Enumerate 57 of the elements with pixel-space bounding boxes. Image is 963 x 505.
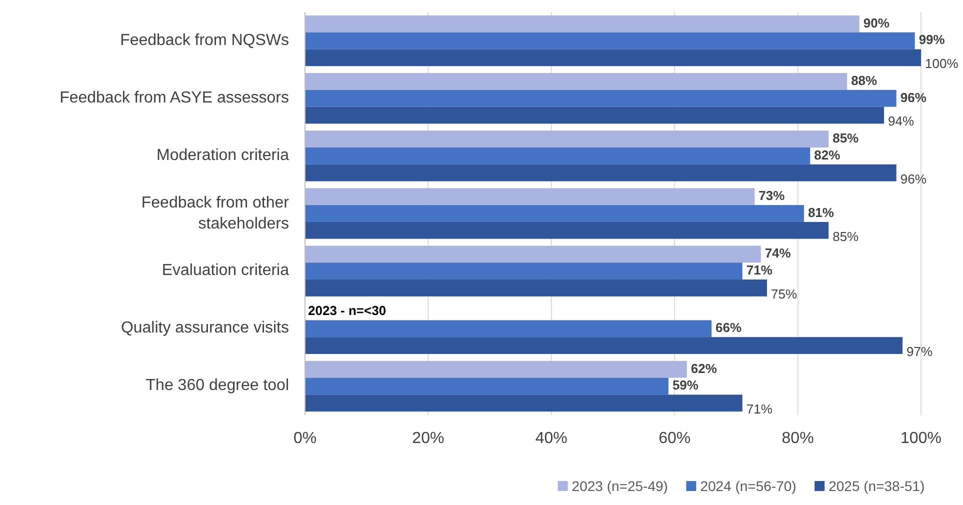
data-label: 85% <box>832 130 860 146</box>
data-label: 94% <box>888 114 914 129</box>
data-label: 88% <box>851 72 878 88</box>
y-tick-label: Feedback from other stakeholders <box>141 194 290 233</box>
bar <box>305 106 884 124</box>
bar <box>305 147 810 164</box>
y-tick-label: Feedback from NQSWs <box>120 32 289 50</box>
data-label: 74% <box>764 246 792 261</box>
legend-label: 2023 (n=25-49) <box>572 478 668 494</box>
bar <box>305 337 903 354</box>
data-label: 81% <box>808 204 834 220</box>
legend-label: 2024 (n=56-70) <box>700 478 796 494</box>
y-tick-label: Evaluation criteria <box>162 262 290 280</box>
x-tick-label: 100% <box>900 430 942 447</box>
x-tick-label: 80% <box>782 430 814 447</box>
data-label: 90% <box>863 15 890 30</box>
bar <box>305 378 668 395</box>
bar <box>305 262 742 280</box>
x-tick-label: 20% <box>412 430 444 447</box>
x-tick-label: 40% <box>535 430 568 447</box>
bar <box>305 280 767 296</box>
bar <box>305 246 761 263</box>
bar <box>305 394 742 412</box>
bar <box>305 90 896 107</box>
data-label: 62% <box>690 360 718 376</box>
y-tick-label: Quality assurance visits <box>120 320 289 337</box>
bar <box>305 188 755 206</box>
data-label: 66% <box>716 320 742 336</box>
x-tick-label: 60% <box>658 430 691 447</box>
bar <box>305 222 829 239</box>
data-label: 100% <box>925 56 959 72</box>
y-tick-label: The 360 degree tool <box>146 377 289 394</box>
bar <box>305 130 829 148</box>
data-label: 75% <box>771 286 798 302</box>
bar <box>305 360 687 378</box>
data-label: 71% <box>746 262 773 278</box>
data-label: 71% <box>746 402 773 417</box>
data-label: 97% <box>906 344 933 359</box>
bar <box>305 205 804 222</box>
data-label: 99% <box>918 32 946 48</box>
annotation: 2023 - n=<30 <box>308 303 386 318</box>
bar <box>305 32 915 50</box>
data-label: 73% <box>758 188 786 204</box>
bar <box>305 73 848 90</box>
data-label: 85% <box>832 228 860 244</box>
y-tick-label: Feedback from ASYE assessors <box>60 90 289 107</box>
bar <box>305 49 921 66</box>
bar <box>305 320 712 338</box>
data-label: 96% <box>900 171 927 186</box>
data-label: 96% <box>900 90 927 105</box>
legend-label: 2025 (n=38-51) <box>828 478 925 494</box>
data-label: 59% <box>672 378 699 393</box>
bar <box>305 164 896 182</box>
x-tick-label: 0% <box>293 430 317 447</box>
bar <box>305 15 860 32</box>
y-tick-label: Moderation criteria <box>156 147 290 164</box>
data-label: 82% <box>814 147 841 162</box>
